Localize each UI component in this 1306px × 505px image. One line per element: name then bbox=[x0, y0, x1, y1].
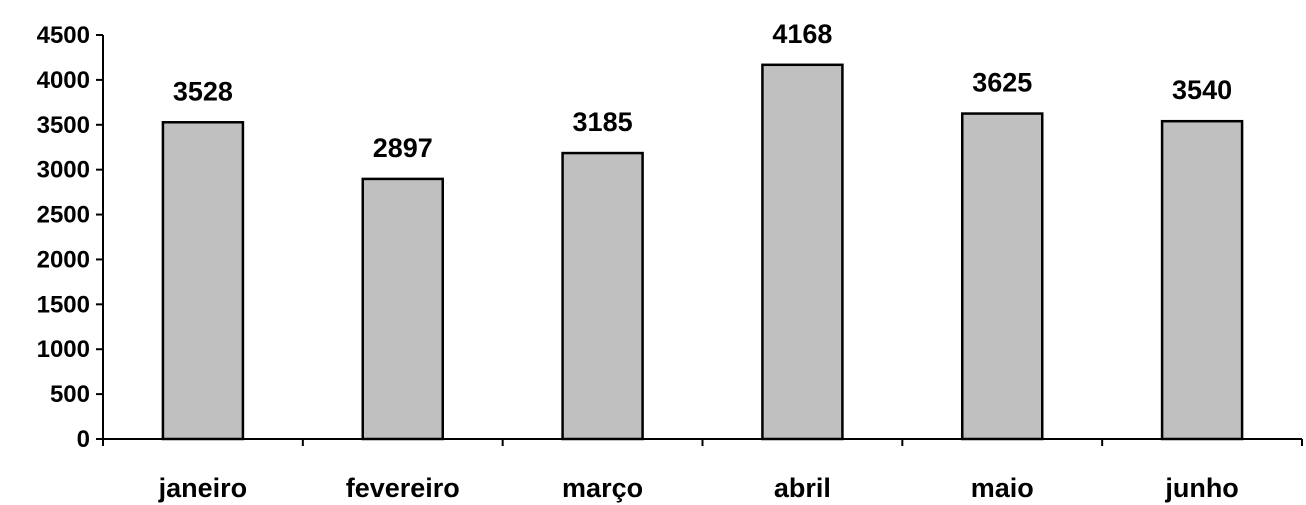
bar-fevereiro bbox=[361, 177, 444, 441]
data-label-março: 3185 bbox=[573, 107, 633, 137]
bars-group bbox=[161, 63, 1244, 441]
y-tick-label: 1000 bbox=[37, 336, 90, 363]
data-label-abril: 4168 bbox=[772, 19, 832, 49]
category-labels-group: janeiro fevereiro março abril maio junho bbox=[158, 473, 1239, 503]
bar-abril bbox=[761, 63, 844, 441]
y-tick-label: 4500 bbox=[37, 22, 90, 49]
bar-março bbox=[561, 151, 644, 441]
category-label-janeiro: janeiro bbox=[158, 473, 248, 503]
category-label-março: março bbox=[562, 473, 643, 503]
y-tick-label: 3500 bbox=[37, 112, 90, 139]
data-label-janeiro: 3528 bbox=[173, 76, 233, 106]
bar-maio bbox=[961, 112, 1044, 441]
category-label-fevereiro: fevereiro bbox=[346, 473, 460, 503]
y-tick-label: 1500 bbox=[37, 291, 90, 318]
y-axis-ticks: 0 500 1000 1500 2000 2500 3000 3500 4000 4500 bbox=[37, 22, 103, 453]
y-tick-label: 2500 bbox=[37, 202, 90, 229]
data-label-junho: 3540 bbox=[1172, 75, 1232, 105]
data-label-maio: 3625 bbox=[972, 68, 1032, 98]
category-label-maio: maio bbox=[971, 473, 1034, 503]
y-tick-label: 4000 bbox=[37, 67, 90, 94]
bar-janeiro bbox=[161, 121, 245, 441]
y-tick-label: 3000 bbox=[37, 157, 90, 184]
y-tick-label: 500 bbox=[50, 381, 90, 408]
category-label-junho: junho bbox=[1164, 473, 1238, 503]
data-label-fevereiro: 2897 bbox=[373, 133, 433, 163]
data-labels-group: 3528 2897 3185 4168 3625 3540 bbox=[173, 19, 1232, 163]
y-tick-label: 2000 bbox=[37, 246, 90, 273]
y-tick-label: 0 bbox=[77, 426, 90, 453]
bar-junho bbox=[1160, 119, 1244, 441]
x-axis-ticks bbox=[102, 439, 1303, 446]
category-label-abril: abril bbox=[774, 473, 831, 503]
